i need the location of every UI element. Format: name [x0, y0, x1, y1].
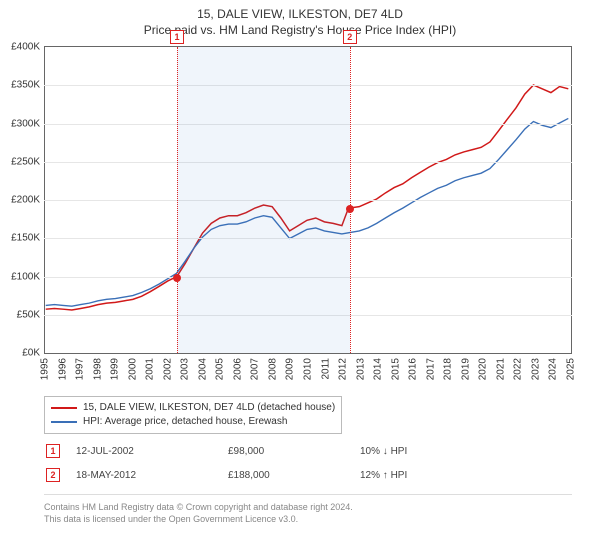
legend: 15, DALE VIEW, ILKESTON, DE7 4LD (detach… [44, 396, 342, 434]
xtick-label: 2020 [478, 358, 489, 380]
xtick-label: 1997 [75, 358, 86, 380]
xtick-label: 2015 [390, 358, 401, 380]
marker-box: 1 [46, 444, 60, 458]
sale-delta: 10% ↓ HPI [360, 440, 570, 462]
legend-label-1: HPI: Average price, detached house, Erew… [83, 415, 287, 429]
xtick-label: 1999 [110, 358, 121, 380]
footnote-line-1: Contains HM Land Registry data © Crown c… [44, 501, 572, 513]
ytick-label: £250K [0, 156, 40, 167]
xtick-label: 2001 [145, 358, 156, 380]
xtick-label: 2000 [127, 358, 138, 380]
xtick-label: 2014 [373, 358, 384, 380]
xtick-label: 2017 [425, 358, 436, 380]
marker-box: 1 [170, 30, 184, 44]
footnote: Contains HM Land Registry data © Crown c… [44, 494, 572, 525]
xtick-label: 2009 [285, 358, 296, 380]
table-row: 2 18-MAY-2012£188,00012% ↑ HPI [46, 464, 570, 486]
marker-box: 2 [343, 30, 357, 44]
xtick-label: 1998 [92, 358, 103, 380]
xtick-label: 2002 [162, 358, 173, 380]
sale-date: 12-JUL-2002 [76, 440, 226, 462]
xtick-label: 2003 [180, 358, 191, 380]
marker-vline [177, 47, 178, 353]
legend-label-0: 15, DALE VIEW, ILKESTON, DE7 4LD (detach… [83, 401, 335, 415]
title-address: 15, DALE VIEW, ILKESTON, DE7 4LD [0, 6, 600, 22]
ytick-label: £0K [0, 348, 40, 359]
xtick-label: 2006 [232, 358, 243, 380]
xtick-label: 1996 [57, 358, 68, 380]
legend-swatch-0 [51, 407, 77, 409]
xtick-label: 2024 [548, 358, 559, 380]
footnote-line-2: This data is licensed under the Open Gov… [44, 513, 572, 525]
ytick-label: £300K [0, 118, 40, 129]
ytick-label: £400K [0, 42, 40, 53]
ytick-label: £150K [0, 233, 40, 244]
xtick-label: 2008 [267, 358, 278, 380]
xtick-label: 2019 [460, 358, 471, 380]
xtick-label: 2016 [408, 358, 419, 380]
xtick-label: 2023 [530, 358, 541, 380]
marker-dot [173, 274, 181, 282]
xtick-label: 2007 [250, 358, 261, 380]
ytick-label: £100K [0, 271, 40, 282]
ytick-label: £200K [0, 195, 40, 206]
marker-box: 2 [46, 468, 60, 482]
sale-date: 18-MAY-2012 [76, 464, 226, 486]
xtick-label: 2021 [495, 358, 506, 380]
sale-price: £98,000 [228, 440, 358, 462]
xtick-label: 2012 [338, 358, 349, 380]
xtick-label: 2013 [355, 358, 366, 380]
ytick-label: £50K [0, 309, 40, 320]
sale-delta: 12% ↑ HPI [360, 464, 570, 486]
xtick-label: 2025 [566, 358, 577, 380]
xtick-label: 2018 [443, 358, 454, 380]
legend-swatch-1 [51, 421, 77, 423]
ytick-label: £350K [0, 80, 40, 91]
shaded-period [177, 47, 350, 353]
sale-price: £188,000 [228, 464, 358, 486]
xtick-label: 2022 [513, 358, 524, 380]
title-subtitle: Price paid vs. HM Land Registry's House … [0, 22, 600, 38]
xtick-label: 2011 [320, 358, 331, 380]
table-row: 1 12-JUL-2002£98,00010% ↓ HPI [46, 440, 570, 462]
marker-dot [346, 205, 354, 213]
xtick-label: 1995 [40, 358, 51, 380]
marker-vline [350, 47, 351, 353]
sales-table: 1 12-JUL-2002£98,00010% ↓ HPI 2 18-MAY-2012… [44, 438, 572, 488]
xtick-label: 2010 [303, 358, 314, 380]
xtick-label: 2004 [197, 358, 208, 380]
xtick-label: 2005 [215, 358, 226, 380]
